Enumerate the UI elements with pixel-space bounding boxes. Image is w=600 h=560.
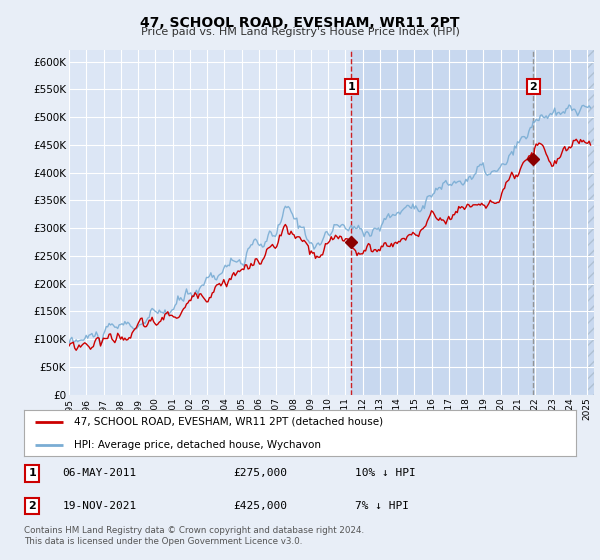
Text: 47, SCHOOL ROAD, EVESHAM, WR11 2PT: 47, SCHOOL ROAD, EVESHAM, WR11 2PT [140,16,460,30]
Text: HPI: Average price, detached house, Wychavon: HPI: Average price, detached house, Wych… [74,440,320,450]
Bar [352,50,596,395]
Text: 2: 2 [529,82,537,92]
Text: 2: 2 [28,501,36,511]
Text: Price paid vs. HM Land Registry's House Price Index (HPI): Price paid vs. HM Land Registry's House … [140,27,460,37]
Text: 1: 1 [347,82,355,92]
Text: 19-NOV-2021: 19-NOV-2021 [62,501,137,511]
Text: £425,000: £425,000 [234,501,288,511]
Text: 1: 1 [28,468,36,478]
Text: 47, SCHOOL ROAD, EVESHAM, WR11 2PT (detached house): 47, SCHOOL ROAD, EVESHAM, WR11 2PT (deta… [74,417,383,427]
Text: 06-MAY-2011: 06-MAY-2011 [62,468,137,478]
Text: 7% ↓ HPI: 7% ↓ HPI [355,501,409,511]
Text: 10% ↓ HPI: 10% ↓ HPI [355,468,416,478]
Text: £275,000: £275,000 [234,468,288,478]
Text: Contains HM Land Registry data © Crown copyright and database right 2024.
This d: Contains HM Land Registry data © Crown c… [24,526,364,546]
